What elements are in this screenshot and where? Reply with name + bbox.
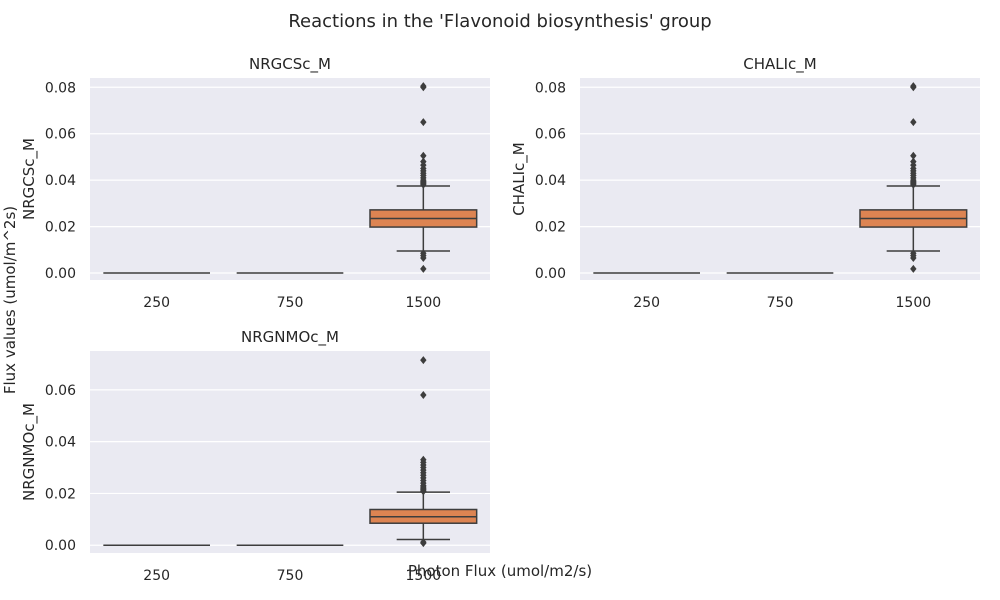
flier-point (420, 391, 427, 400)
y-tick-label: 0.02 (535, 220, 566, 236)
subplot-title: NRGCSc_M (249, 55, 331, 74)
subplot-ylabel: CHALIc_M (510, 142, 529, 215)
flier-point (910, 157, 917, 166)
y-tick-label: 0.06 (45, 383, 76, 399)
flier-point (420, 455, 427, 464)
figure-xlabel: Photon Flux (umol/m2/s) (408, 562, 592, 580)
y-tick-label: 0.04 (45, 173, 76, 189)
flier-point (910, 118, 917, 127)
plot-area (580, 78, 980, 280)
x-tick-label: 750 (277, 568, 304, 584)
subplot-nrgcsc: 0.00 0.02 0.04 0.06 0.08 250 750 1500 NRGCSc_M NR… (20, 55, 490, 311)
y-tick-label: 0.08 (535, 80, 566, 96)
y-tick-label: 0.06 (45, 127, 76, 143)
flier-point (420, 264, 427, 273)
subplot-ylabel: NRGNMOc_M (20, 403, 39, 501)
y-tick-label: 0.00 (45, 538, 76, 554)
subplot-title: CHALIc_M (743, 55, 816, 74)
flier-point (420, 249, 427, 258)
x-tick-label: 250 (143, 568, 170, 584)
y-tick-label: 0.08 (45, 80, 76, 96)
y-tick-label: 0.04 (45, 435, 76, 451)
flier-point (910, 264, 917, 273)
flier-point (420, 356, 427, 365)
figure-ylabel: Flux values (umol/m^2s) (1, 206, 19, 394)
flier-point (420, 157, 427, 166)
subplot-ylabel: NRGCSc_M (20, 138, 39, 220)
box-chalic-m-1500 (859, 82, 968, 273)
y-tick-label: 0.00 (45, 266, 76, 282)
flier-point (910, 82, 917, 91)
x-tick-label: 1500 (896, 295, 932, 311)
y-tick-label: 0.06 (535, 127, 566, 143)
flier-point (910, 249, 917, 258)
x-tick-label: 250 (143, 295, 170, 311)
box-nrgcsc-m-1500 (369, 82, 478, 273)
subplot-nrgnmoc: 0.00 0.02 0.04 0.06 250 750 1500 NRGNMOc_M NRGNM… (20, 328, 490, 584)
subplot-chalic: 0.00 0.02 0.04 0.06 0.08 250 750 1500 CHALIc_M CH… (510, 55, 980, 311)
y-tick-label: 0.04 (535, 173, 566, 189)
x-tick-label: 1500 (406, 295, 442, 311)
flier-point (420, 151, 427, 160)
x-tick-label: 250 (633, 295, 660, 311)
flier-point (420, 538, 427, 547)
x-tick-label: 750 (277, 295, 304, 311)
flier-point (420, 118, 427, 127)
y-tick-label: 0.02 (45, 220, 76, 236)
box-nrgnmoc-m-1500 (369, 356, 478, 548)
x-tick-label: 750 (767, 295, 794, 311)
plot-area (90, 78, 490, 280)
x-tick-label: 1500 (406, 568, 442, 584)
subplot-title: NRGNMOc_M (241, 328, 339, 347)
flier-point (910, 151, 917, 160)
y-tick-label: 0.00 (535, 266, 566, 282)
figure-title: Reactions in the 'Flavonoid biosynthesis… (288, 11, 711, 32)
flier-point (420, 82, 427, 91)
y-tick-label: 0.02 (45, 486, 76, 502)
